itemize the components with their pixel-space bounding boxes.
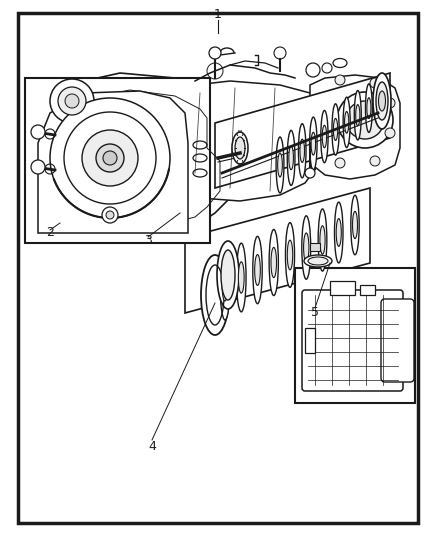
Ellipse shape <box>308 257 328 265</box>
Ellipse shape <box>217 241 239 309</box>
Ellipse shape <box>304 233 309 262</box>
Text: 2: 2 <box>46 227 54 239</box>
Circle shape <box>274 47 286 59</box>
Ellipse shape <box>322 125 327 148</box>
Text: 5: 5 <box>311 306 319 319</box>
Ellipse shape <box>353 212 357 239</box>
Ellipse shape <box>365 84 372 132</box>
Polygon shape <box>38 91 188 233</box>
Ellipse shape <box>304 255 332 267</box>
Bar <box>310 243 320 251</box>
Circle shape <box>103 151 117 165</box>
Ellipse shape <box>222 269 228 301</box>
Ellipse shape <box>336 219 341 246</box>
Ellipse shape <box>333 118 338 140</box>
Ellipse shape <box>287 240 293 270</box>
Polygon shape <box>55 73 230 238</box>
Ellipse shape <box>254 255 260 285</box>
Bar <box>295 268 415 403</box>
Circle shape <box>337 92 393 148</box>
Circle shape <box>209 47 221 59</box>
Ellipse shape <box>377 77 383 125</box>
Ellipse shape <box>221 250 235 300</box>
Circle shape <box>335 158 345 168</box>
Text: 3: 3 <box>144 235 152 247</box>
Circle shape <box>370 156 380 166</box>
Ellipse shape <box>321 110 328 163</box>
Ellipse shape <box>232 132 248 164</box>
Circle shape <box>65 94 79 108</box>
Circle shape <box>31 125 45 139</box>
Ellipse shape <box>286 223 294 287</box>
Ellipse shape <box>318 209 327 271</box>
Circle shape <box>106 211 114 219</box>
Ellipse shape <box>238 262 244 293</box>
Ellipse shape <box>332 104 339 155</box>
Ellipse shape <box>311 132 315 155</box>
Ellipse shape <box>201 255 229 335</box>
Ellipse shape <box>287 131 295 185</box>
Circle shape <box>385 98 395 108</box>
Circle shape <box>346 101 384 139</box>
Ellipse shape <box>345 111 349 133</box>
Ellipse shape <box>356 104 360 126</box>
Polygon shape <box>185 188 370 313</box>
Circle shape <box>50 98 170 218</box>
Polygon shape <box>215 73 390 188</box>
Ellipse shape <box>351 195 359 255</box>
Ellipse shape <box>289 146 293 169</box>
FancyBboxPatch shape <box>381 299 414 382</box>
Circle shape <box>64 112 156 204</box>
Ellipse shape <box>278 153 283 177</box>
Ellipse shape <box>276 137 284 193</box>
Circle shape <box>96 144 124 172</box>
Ellipse shape <box>310 117 317 170</box>
Polygon shape <box>310 75 400 179</box>
Ellipse shape <box>269 230 279 295</box>
Circle shape <box>102 207 118 223</box>
Polygon shape <box>170 81 320 201</box>
Bar <box>360 285 375 295</box>
Ellipse shape <box>253 236 262 304</box>
Ellipse shape <box>320 226 325 254</box>
Ellipse shape <box>376 82 388 120</box>
Ellipse shape <box>378 91 385 111</box>
Circle shape <box>82 130 138 186</box>
Bar <box>330 281 355 295</box>
Ellipse shape <box>378 91 382 111</box>
Circle shape <box>50 79 94 123</box>
Bar <box>25 78 210 243</box>
Bar <box>305 328 315 353</box>
Ellipse shape <box>343 97 350 148</box>
Ellipse shape <box>271 247 276 278</box>
Circle shape <box>305 168 315 178</box>
Ellipse shape <box>373 73 391 129</box>
Circle shape <box>385 128 395 138</box>
Ellipse shape <box>335 202 343 263</box>
Ellipse shape <box>300 139 304 163</box>
Ellipse shape <box>302 216 311 279</box>
Ellipse shape <box>298 124 306 178</box>
Circle shape <box>58 87 86 115</box>
Ellipse shape <box>235 137 245 159</box>
Circle shape <box>370 78 380 88</box>
Circle shape <box>31 160 45 174</box>
Ellipse shape <box>367 98 371 118</box>
Ellipse shape <box>237 243 246 312</box>
Ellipse shape <box>354 91 361 140</box>
Text: 1: 1 <box>214 9 222 21</box>
Ellipse shape <box>220 250 230 320</box>
Circle shape <box>335 75 345 85</box>
Text: 4: 4 <box>148 440 156 453</box>
FancyBboxPatch shape <box>302 290 403 391</box>
